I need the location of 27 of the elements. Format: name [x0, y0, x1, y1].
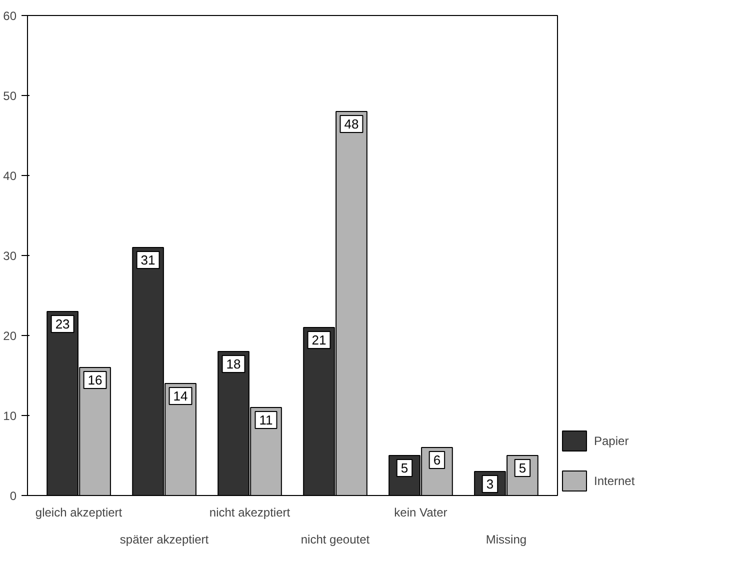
data-label: 16: [88, 372, 102, 388]
y-tick-label: 50: [3, 89, 17, 103]
x-tick-label: nicht akezptiert: [209, 506, 291, 520]
data-label: 23: [55, 316, 70, 332]
x-tick-label: gleich akzeptiert: [35, 506, 123, 520]
data-label: 14: [173, 388, 188, 404]
x-tick-label: Missing: [486, 532, 527, 546]
data-label: 11: [259, 412, 273, 428]
data-label: 5: [400, 460, 408, 476]
x-tick-label: kein Vater: [394, 506, 448, 520]
y-tick-label: 40: [3, 169, 17, 183]
y-tick-label: 20: [3, 329, 17, 343]
data-label: 5: [518, 460, 526, 476]
data-label: 21: [312, 332, 326, 348]
x-tick-label: nicht geoutet: [300, 532, 370, 546]
data-label: 48: [344, 116, 359, 132]
data-label: 3: [486, 476, 494, 492]
y-tick-label: 30: [3, 249, 17, 263]
data-label: 6: [433, 452, 441, 468]
y-tick-label: 0: [10, 489, 17, 503]
legend-label: Papier: [594, 434, 630, 448]
y-tick-label: 10: [3, 409, 17, 423]
x-tick-label: später akzeptiert: [120, 532, 210, 546]
data-label: 31: [140, 252, 156, 268]
legend-label: Internet: [594, 474, 635, 488]
data-label: 18: [226, 356, 241, 372]
y-tick-label: 60: [3, 9, 17, 23]
